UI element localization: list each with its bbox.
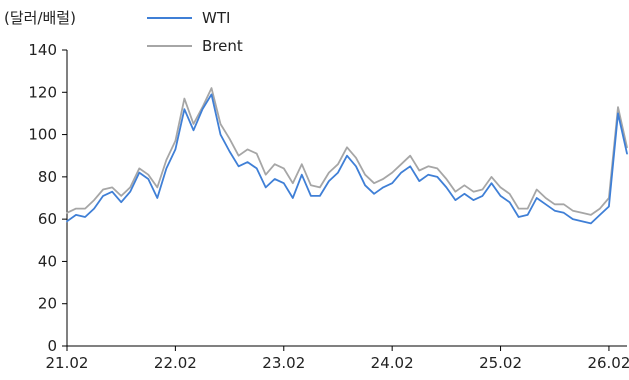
y-tick-label: 80 [38,168,57,186]
x-tick-label: 22.02 [154,354,197,372]
y-unit-label: (달러/배럴) [4,9,76,27]
series-layer [66,87,628,225]
legend-label-brent: Brent [202,37,243,55]
series-line-brent [66,87,628,216]
legend-label-wti: WTI [202,9,230,27]
x-tick-label: 26.02 [587,354,629,372]
series-line-wti [66,93,628,225]
x-tick-label: 23.02 [262,354,305,372]
y-tick-label: 120 [28,83,57,101]
y-tick-label: 40 [38,252,57,270]
y-tick-label: 0 [47,337,57,355]
legend: WTI Brent [147,9,243,55]
x-tick-label: 24.02 [371,354,414,372]
x-tick-label: 21.02 [46,354,89,372]
y-tick-label: 100 [28,126,57,144]
y-tick-label: 60 [38,210,57,228]
y-tick-label: 20 [38,295,57,313]
y-tick-label: 140 [28,41,57,59]
x-tick-label: 25.02 [479,354,522,372]
axes: 0 20 40 60 80 100 120 140 21.02 22.02 23.02 24.02 25… [28,41,629,372]
